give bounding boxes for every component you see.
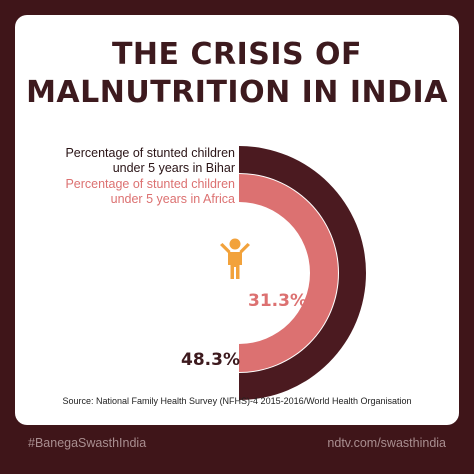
legend-africa-line2: under 5 years in Africa: [110, 192, 235, 206]
infographic-card: THE CRISIS OF MALNUTRITION IN INDIA Perc…: [15, 15, 459, 425]
footer-url: ndtv.com/swasthindia: [327, 436, 446, 450]
title-line-2: MALNUTRITION IN INDIA: [26, 75, 448, 110]
source-note: Source: National Family Health Survey (N…: [62, 396, 412, 406]
child-icon: [220, 238, 250, 279]
africa-value-label: 31.3%: [248, 291, 307, 311]
legend-bihar-line2: under 5 years in Bihar: [112, 161, 235, 175]
footer-hashtag: #BanegaSwasthIndia: [28, 436, 147, 450]
bihar-value-label: 48.3%: [181, 350, 240, 370]
legend-africa-line1: Percentage of stunted children: [65, 177, 235, 191]
legend-bihar-line1: Percentage of stunted children: [65, 146, 235, 160]
radial-chart: [220, 146, 366, 400]
title-line-1: THE CRISIS OF: [111, 37, 363, 72]
bihar-arc: [239, 146, 366, 400]
africa-arc: [239, 174, 338, 372]
